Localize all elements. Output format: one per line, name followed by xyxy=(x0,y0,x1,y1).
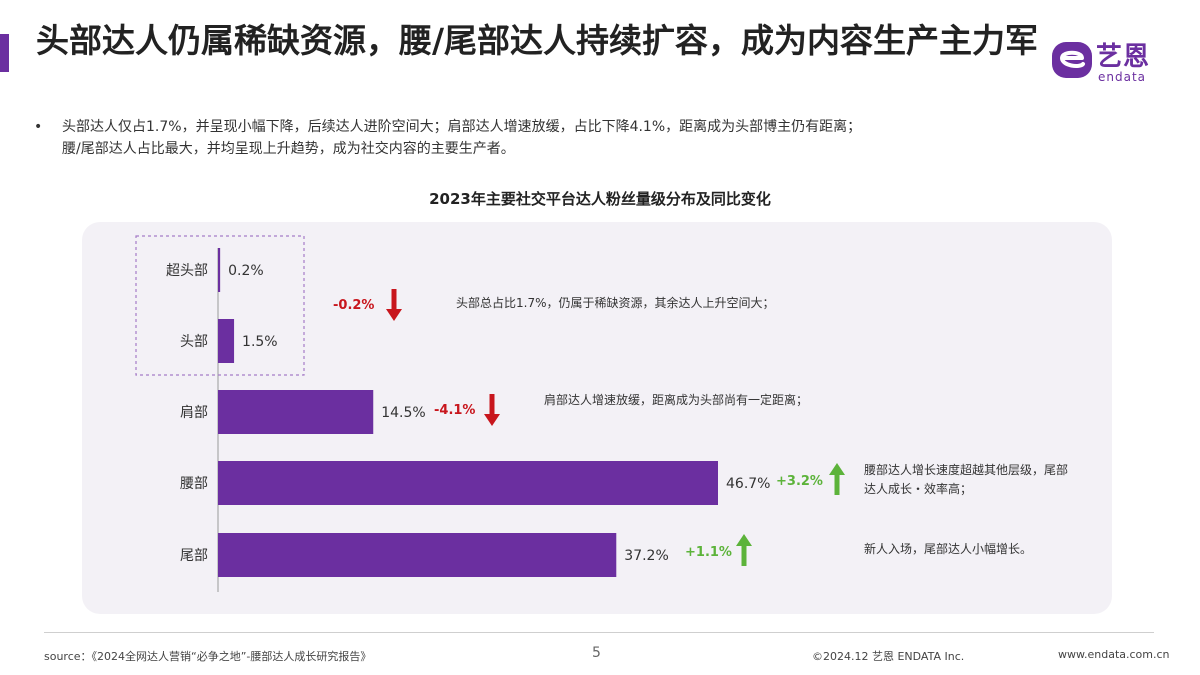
logo-en-text: endata xyxy=(1098,70,1147,84)
footer-url: www.endata.com.cn xyxy=(1058,648,1170,661)
category-label: 尾部 xyxy=(180,548,208,564)
change-label: +1.1% xyxy=(685,545,732,560)
annotation-note: 肩部达人增速放缓，距离成为头部尚有一定距离； xyxy=(544,392,808,407)
down-arrow-icon xyxy=(386,289,402,321)
summary-line-1: 头部达人仅占1.7%，并呈现小幅下降，后续达人进阶空间大；肩部达人增速放缓，占比… xyxy=(62,119,862,135)
bar xyxy=(218,533,617,577)
endata-logo-icon xyxy=(1052,42,1092,78)
up-arrow-icon xyxy=(829,463,845,495)
page-number: 5 xyxy=(592,645,601,661)
annotation-note: 头部总占比1.7%，仍属于稀缺资源，其余达人上升空间大； xyxy=(456,295,775,310)
annotation-note: 腰部达人增长速度超越其他层级，尾部 xyxy=(864,462,1068,477)
value-label: 0.2% xyxy=(228,263,264,279)
footer-divider xyxy=(44,632,1154,633)
value-label: 14.5% xyxy=(381,405,425,421)
annotation-note: 新人入场，尾部达人小幅增长。 xyxy=(864,541,1032,556)
summary-text: 头部达人仅占1.7%，并呈现小幅下降，后续达人进阶空间大；肩部达人增速放缓，占比… xyxy=(62,116,1152,160)
down-arrow-icon xyxy=(484,394,500,426)
endata-logo: 艺恩 endata xyxy=(1046,30,1186,86)
change-label: +3.2% xyxy=(776,474,823,489)
summary-line-2: 腰/尾部达人占比最大，并均呈现上升趋势，成为社交内容的主要生产者。 xyxy=(62,141,515,157)
category-label: 肩部 xyxy=(180,405,208,421)
bar xyxy=(218,248,221,292)
value-label: 1.5% xyxy=(242,334,278,350)
category-label: 超头部 xyxy=(166,263,208,279)
bullet-dot: • xyxy=(34,119,43,135)
logo-cn-text: 艺恩 xyxy=(1096,42,1151,72)
annotation-note: 达人成长・效率高； xyxy=(864,481,972,496)
page-title: 头部达人仍属稀缺资源，腰/尾部达人持续扩容，成为内容生产主力军 xyxy=(36,21,1039,60)
head-group-dashed-box xyxy=(135,235,305,376)
bar xyxy=(218,461,718,505)
change-label: -4.1% xyxy=(434,403,475,418)
footer-source: source：《2024全网达人营销“必争之地”-腰部达人成长研究报告》 xyxy=(44,650,372,663)
change-label: -0.2% xyxy=(333,298,374,313)
footer-copyright: ©2024.12 艺恩 ENDATA Inc. xyxy=(812,650,965,663)
bar xyxy=(218,390,374,434)
title-accent-bar xyxy=(0,34,9,72)
bar xyxy=(218,319,235,363)
up-arrow-icon xyxy=(736,534,752,566)
chart-title: 2023年主要社交平台达人粉丝量级分布及同比变化 xyxy=(429,190,771,208)
category-label: 腰部 xyxy=(180,476,208,492)
value-label: 37.2% xyxy=(624,548,668,564)
value-label: 46.7% xyxy=(726,476,770,492)
category-label: 头部 xyxy=(180,334,208,350)
